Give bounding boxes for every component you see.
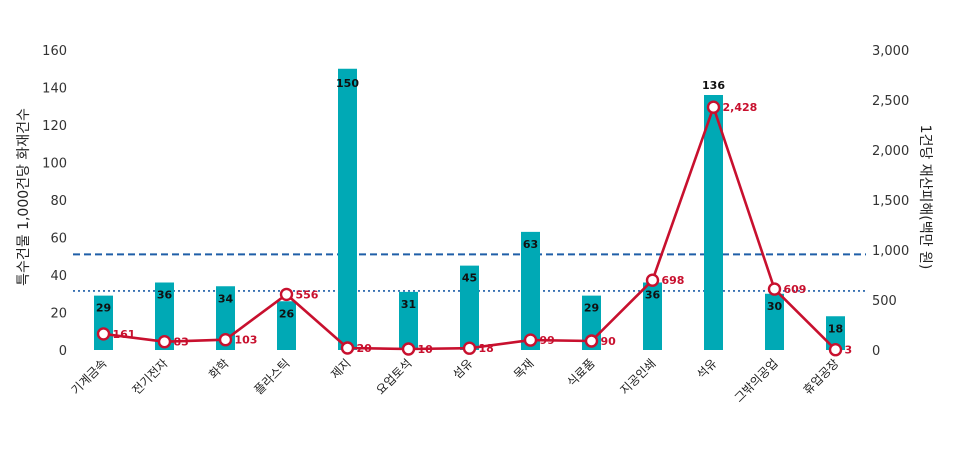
right-tick-label: 1,000	[872, 244, 909, 259]
category-label: 화학	[206, 356, 232, 382]
line-point	[96, 327, 111, 341]
line-value-label: 103	[235, 334, 258, 347]
left-tick-label: 0	[59, 344, 67, 359]
right-tick-label: 2,500	[872, 94, 909, 109]
bar	[521, 231, 540, 350]
line-value-label: 83	[174, 336, 189, 349]
bar	[399, 291, 418, 350]
left-tick-label: 20	[50, 307, 67, 322]
damage-line	[96, 100, 843, 357]
right-tick-label: 2,000	[872, 144, 909, 159]
line-value-label: 3	[845, 344, 853, 357]
category-labels: 기계금속 전기전자 화학 플라스틱 제지 요업토석 섬유 목재 식료품 지공인쇄 석유 그밖의공업 휴업…	[68, 356, 841, 405]
line-point	[218, 333, 233, 347]
line-point	[828, 343, 843, 357]
category-label: 그밖의공업	[732, 356, 781, 405]
line-value-label: 90	[601, 335, 617, 348]
category-label: 기계금속	[68, 356, 109, 397]
bar-value-label: 150	[336, 77, 359, 90]
category-label: 석유	[694, 356, 720, 382]
line-value-label: 609	[784, 283, 807, 296]
line-value-label: 10	[418, 343, 434, 356]
category-label: 목재	[511, 356, 537, 382]
line-point	[584, 334, 599, 348]
bar	[338, 68, 357, 350]
right-tick-label: 1,500	[872, 194, 909, 209]
bar-value-label: 36	[157, 289, 173, 302]
right-tick-label: 3,000	[872, 44, 909, 59]
bar-value-label: 36	[645, 289, 661, 302]
left-tick-label: 40	[50, 269, 67, 284]
line-point	[523, 333, 538, 347]
left-axis-ticks: 0 20 40 60 80 100 120 140 160	[42, 44, 67, 359]
category-label: 제지	[328, 356, 354, 382]
bar	[460, 265, 479, 350]
line-point	[340, 341, 355, 355]
category-label: 식료품	[564, 356, 597, 389]
line-value-label: 18	[479, 342, 494, 355]
left-tick-label: 120	[42, 119, 67, 134]
bar	[765, 293, 784, 350]
right-axis-title: 1건당 재산피해(백만 원)	[917, 125, 933, 270]
bar-value-label: 26	[279, 307, 295, 320]
category-label: 섬유	[450, 356, 476, 382]
bar	[155, 282, 174, 350]
line-point	[279, 287, 294, 302]
line-value-label: 698	[662, 274, 685, 287]
line-point	[645, 273, 660, 287]
right-axis-ticks: 0 500 1,000 1,500 2,000 2,500 3,000	[872, 44, 909, 359]
bar	[826, 316, 845, 350]
bar-value-label: 29	[584, 302, 599, 315]
line-point	[462, 341, 477, 355]
line-point	[401, 342, 416, 356]
line-point	[767, 282, 782, 296]
line-value-label: 99	[540, 334, 555, 347]
bar	[216, 286, 235, 350]
bar-value-label: 63	[523, 238, 538, 251]
bar-value-label: 30	[767, 300, 783, 313]
bar	[277, 301, 296, 350]
bar-value-label: 18	[828, 322, 843, 335]
bar-value-label: 45	[462, 272, 477, 285]
category-label: 전기전자	[129, 356, 170, 397]
bar-value-label: 31	[401, 298, 416, 311]
category-label: 지공인쇄	[617, 356, 658, 397]
category-label: 요업토석	[373, 356, 414, 397]
left-tick-label: 60	[50, 232, 67, 247]
line-value-label: 161	[113, 328, 136, 341]
left-tick-label: 80	[50, 194, 67, 209]
category-label: 플라스틱	[251, 356, 292, 397]
bars	[94, 68, 845, 350]
left-tick-label: 160	[42, 44, 67, 59]
line-value-label: 556	[296, 288, 319, 301]
bar	[704, 95, 723, 350]
line-value-label: 20	[357, 342, 373, 355]
line-point	[706, 100, 721, 114]
left-tick-label: 140	[42, 82, 67, 97]
bar	[643, 282, 662, 350]
bar-value-label: 136	[702, 79, 725, 92]
right-tick-label: 500	[872, 294, 897, 309]
line-point	[157, 335, 172, 349]
right-tick-label: 0	[872, 344, 880, 359]
category-label: 휴업공장	[800, 356, 841, 397]
left-tick-label: 100	[42, 157, 67, 172]
bar-value-label: 34	[218, 292, 234, 305]
left-axis-title: 특수건물 1,000건당 화재건수	[16, 108, 32, 286]
bar-value-label: 29	[96, 302, 111, 315]
line-value-label: 2,428	[723, 101, 758, 114]
